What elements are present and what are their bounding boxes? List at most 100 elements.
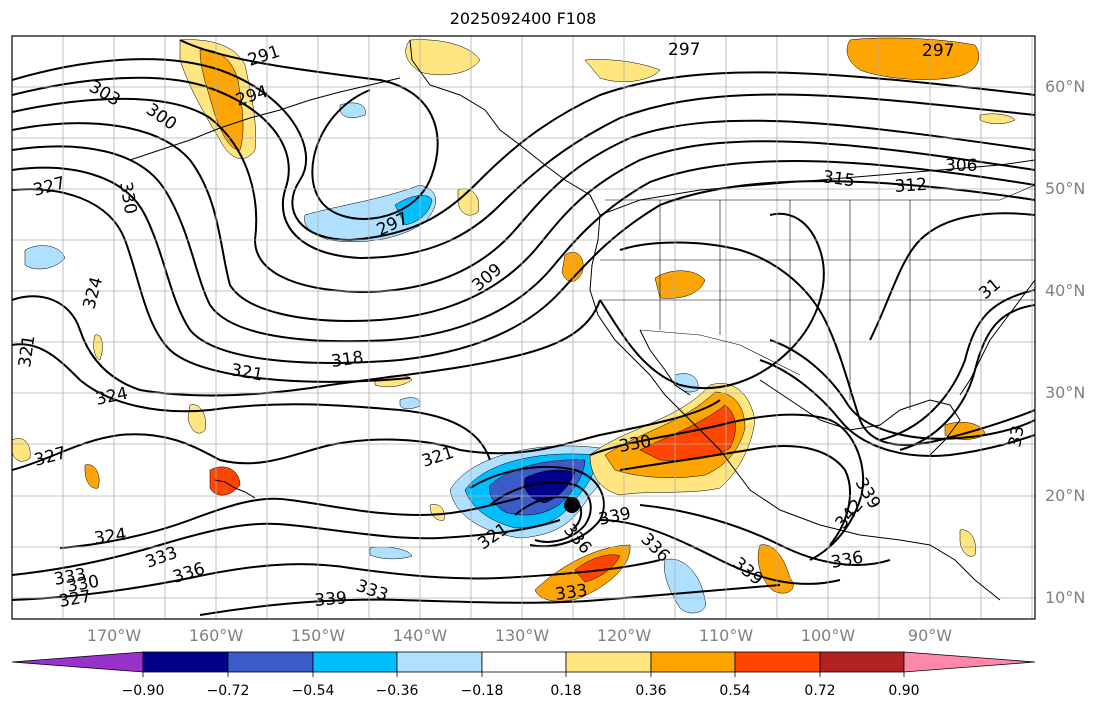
contour-line [59, 497, 521, 549]
shade-pos-south-core [574, 554, 621, 583]
lon-label: 110°W [698, 626, 754, 645]
shade-cell [959, 529, 976, 557]
contour-line [12, 76, 1035, 260]
contour-line [599, 212, 825, 389]
colorbar-segment [396, 651, 483, 673]
contour-line [12, 97, 1035, 294]
coastline-westcoast [589, 214, 681, 411]
map-grid [12, 36, 1035, 619]
colorbar-segment [734, 651, 821, 673]
colorbar-tick-label: 0.90 [888, 683, 920, 699]
coastlines [129, 39, 1035, 601]
contour-line [12, 343, 491, 461]
lon-label: 170°W [86, 626, 142, 645]
lon-label: 120°W [596, 626, 652, 645]
contour-line [599, 519, 841, 585]
colorbar-tick-label: 0.36 [635, 683, 667, 699]
contour-line [12, 519, 561, 576]
lon-label: 160°W [188, 626, 244, 645]
contour-label: 306 [945, 156, 977, 176]
contour-label: 333 [554, 581, 589, 605]
lat-label: 30°N [1045, 383, 1086, 402]
contour-line [199, 584, 781, 616]
coastline-baja [639, 329, 691, 396]
shade-cell [24, 245, 66, 270]
contour-line [179, 39, 439, 220]
colorbar-tick-label: 0.18 [550, 683, 582, 699]
contour-label: 324 [93, 525, 128, 549]
plot-frame [11, 35, 1036, 620]
contour-line [12, 399, 721, 471]
shade-cell [654, 270, 706, 299]
contour-line [12, 188, 411, 383]
colorbar-segment [227, 651, 314, 673]
lat-label: 10°N [1045, 588, 1086, 607]
colorbar-segment [312, 651, 398, 673]
colorbar-tick-label: 0.54 [719, 683, 751, 699]
lat-label: 20°N [1045, 486, 1086, 505]
contour-label: 297 [922, 41, 954, 61]
colorbar-segment [481, 651, 567, 673]
colorbar-tick-label: 0.72 [804, 683, 836, 699]
contour-label: 339 [314, 588, 348, 611]
shade-cell [339, 102, 366, 118]
border-us-canada [605, 184, 1035, 201]
contour-label: 33 [1005, 424, 1028, 449]
coastline-alaska [409, 39, 601, 216]
colorbar-tick-label: −0.90 [121, 683, 165, 699]
shade-cell [979, 113, 1016, 124]
colorbar-segment [565, 651, 652, 673]
colorbar-extend-max [903, 651, 1036, 673]
contour-label: 312 [894, 175, 928, 197]
lon-label: 90°W [907, 626, 953, 645]
contour-line [12, 122, 1035, 322]
shade-cell [584, 59, 661, 82]
lon-label: 150°W [290, 626, 346, 645]
contour-label: 318 [330, 348, 365, 372]
colorbar-tick-label: −0.72 [206, 683, 250, 699]
lat-label: 60°N [1045, 77, 1086, 96]
map-title: 2025092400 F108 [449, 9, 597, 28]
shade-cell [93, 334, 103, 361]
coastline-hawaii [214, 479, 256, 499]
coastline-mexico [679, 409, 1001, 601]
shade-neg-gulf-core [394, 195, 433, 226]
shade-cell [429, 504, 445, 521]
coastline-gulf [759, 379, 961, 456]
colorbar-segment [650, 651, 736, 673]
contour-line [769, 339, 1035, 440]
contour-label: 297 [668, 40, 700, 60]
colorbar-tick-label: −0.18 [460, 683, 504, 699]
lat-label: 50°N [1045, 179, 1086, 198]
lon-label: 130°W [494, 626, 550, 645]
border-us-mexico [639, 329, 801, 376]
borders [600, 184, 1035, 410]
colorbar-tick-label: −0.36 [375, 683, 419, 699]
shade-cell [209, 466, 241, 496]
contour-line [639, 504, 891, 566]
contour-lines [12, 39, 1035, 616]
contour-line [879, 289, 1035, 441]
contour-line [489, 481, 592, 543]
shade-neg-max [524, 469, 576, 504]
shade-cell [399, 397, 421, 410]
coastline-canada [599, 159, 1035, 216]
shade-cell [405, 39, 481, 76]
colorbar-segment [142, 651, 229, 673]
shade-cell [84, 464, 100, 489]
contour-line [12, 559, 661, 601]
lon-label: 140°W [392, 626, 448, 645]
storm-center-marker [564, 497, 580, 513]
shade-pos-ne [846, 37, 980, 80]
colorbar-tick-label: −0.54 [291, 683, 335, 699]
lat-label: 40°N [1045, 281, 1086, 300]
contour-line [12, 58, 1035, 242]
contour-line [469, 465, 605, 548]
contour-label: 321 [15, 334, 39, 369]
coastline-aleutians [129, 77, 401, 161]
contour-line [589, 413, 865, 561]
lon-label: 100°W [800, 626, 856, 645]
contour-label: 315 [821, 167, 856, 191]
contour-line [619, 445, 851, 546]
